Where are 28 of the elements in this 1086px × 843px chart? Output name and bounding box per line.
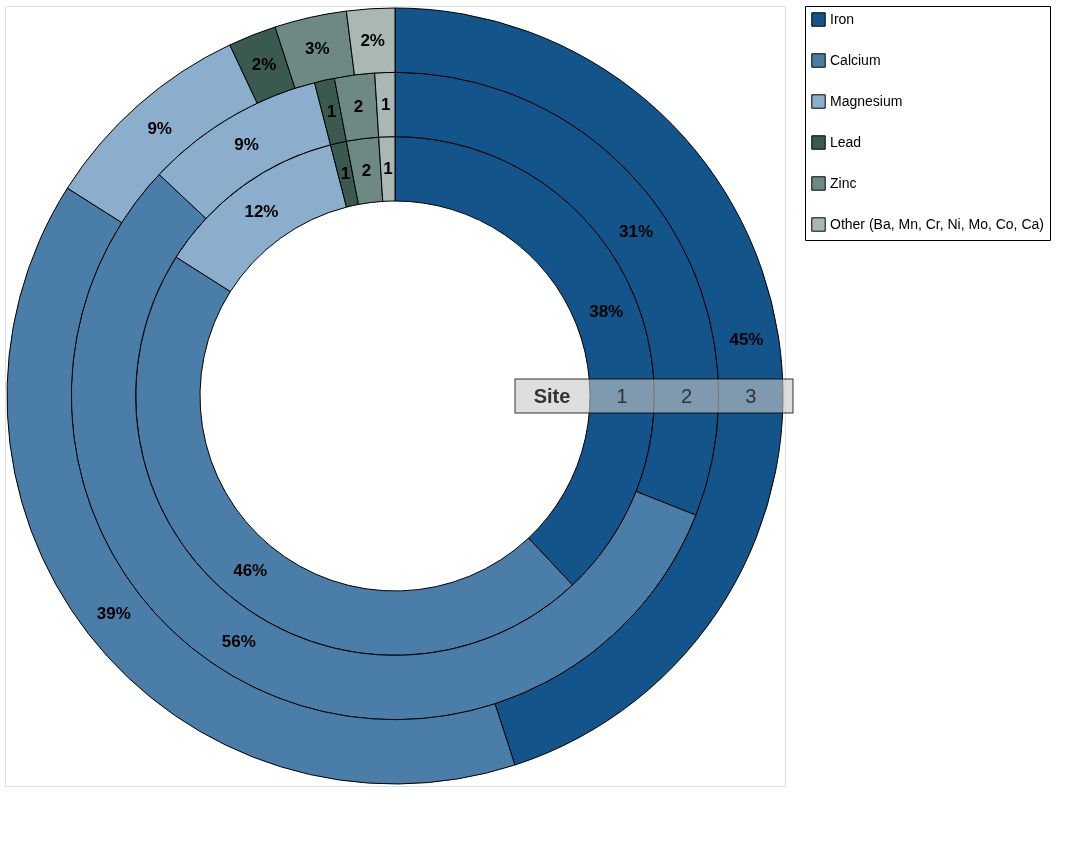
data-label: 3% xyxy=(305,38,330,58)
data-label: 46% xyxy=(233,561,268,581)
legend-label: Magnesium xyxy=(830,92,903,109)
data-label: 31% xyxy=(619,222,654,242)
data-label: 1 xyxy=(381,94,391,114)
data-label: 2% xyxy=(251,55,277,75)
data-label: 56% xyxy=(221,632,256,652)
data-label: 1 xyxy=(383,158,393,178)
text: Site xyxy=(533,385,571,407)
legend-label: Other (Ba, Mn, Cr, Ni, Mo, Co, Ca) xyxy=(830,215,1044,232)
slice-label: 2 xyxy=(680,385,693,407)
data-label: 9% xyxy=(234,135,259,155)
legend-label: Lead xyxy=(830,133,862,150)
slice-label: 1 xyxy=(616,385,628,407)
legend-label: Calcium xyxy=(830,51,881,68)
data-label: 2% xyxy=(360,30,385,50)
data-label: 9% xyxy=(147,119,172,139)
data-label: 39% xyxy=(96,604,131,624)
data-label: 2 xyxy=(361,160,372,180)
data-label: 12% xyxy=(244,202,279,222)
slice-label: 3 xyxy=(745,385,757,407)
data-label: 1 xyxy=(340,164,351,184)
data-label: 45% xyxy=(729,330,764,350)
data-label: 38% xyxy=(589,302,624,322)
legend-label: Zinc xyxy=(830,174,857,191)
data-label: 1 xyxy=(326,101,337,121)
data-label: 2 xyxy=(353,96,364,116)
legend-label: Iron xyxy=(830,10,855,27)
